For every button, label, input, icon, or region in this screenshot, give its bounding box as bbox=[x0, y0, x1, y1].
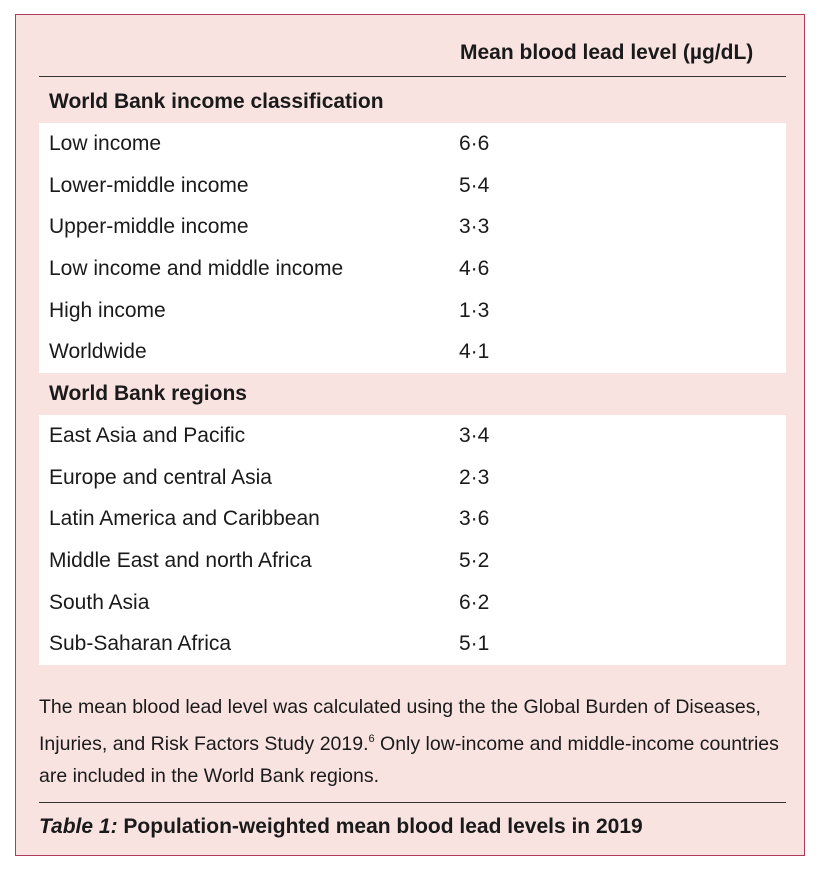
income-rows: Low income 6·6 Lower-middle income 5·4 U… bbox=[39, 123, 786, 374]
row-value: 3·6 bbox=[459, 507, 490, 531]
table-row: East Asia and Pacific 3·4 bbox=[39, 415, 786, 457]
row-value: 5·1 bbox=[459, 632, 490, 656]
row-value: 2·3 bbox=[459, 465, 490, 489]
table-row: Low income 6·6 bbox=[39, 123, 786, 165]
table-footnote: The mean blood lead level was calculated… bbox=[39, 691, 787, 792]
row-label: Europe and central Asia bbox=[49, 465, 272, 489]
row-value: 6·2 bbox=[459, 590, 490, 614]
row-label: Low income bbox=[49, 132, 162, 155]
table-row: Worldwide 4·1 bbox=[39, 331, 786, 373]
header-rule bbox=[39, 76, 786, 77]
table-row: Lower-middle income 5·4 bbox=[39, 165, 786, 207]
row-value: 5·2 bbox=[459, 549, 490, 573]
row-value: 6·6 bbox=[459, 132, 490, 155]
row-value: 4·1 bbox=[459, 340, 490, 364]
table-row: Europe and central Asia 2·3 bbox=[39, 457, 786, 499]
footnote-reference: 6 bbox=[368, 733, 375, 745]
table-row: Low income and middle income 4·6 bbox=[39, 248, 786, 290]
table-row: Upper-middle income 3·3 bbox=[39, 206, 786, 248]
row-label: Low income and middle income bbox=[49, 257, 344, 281]
footnote-text: The mean blood lead level was calculated… bbox=[39, 696, 761, 755]
region-rows: East Asia and Pacific 3·4 Europe and cen… bbox=[39, 415, 786, 666]
table-row: Sub-Saharan Africa 5·1 bbox=[39, 623, 786, 665]
caption-text: Population-weighted mean blood lead leve… bbox=[117, 815, 643, 838]
row-value: 4·6 bbox=[459, 257, 490, 281]
row-label: Sub-Saharan Africa bbox=[49, 632, 232, 656]
row-label: Lower-middle income bbox=[49, 173, 249, 197]
row-label: Worldwide bbox=[49, 340, 147, 364]
row-label: Upper-middle income bbox=[49, 215, 249, 239]
table-row: Latin America and Caribbean 3·6 bbox=[39, 498, 786, 540]
row-value: 1·3 bbox=[459, 298, 490, 322]
table-row: High income 1·3 bbox=[39, 290, 786, 332]
table-caption: Table 1: Population-weighted mean blood … bbox=[39, 815, 643, 839]
table-panel: Mean blood lead level (µg/dL) World Bank… bbox=[15, 14, 805, 856]
row-value: 5·4 bbox=[459, 173, 490, 197]
table-row: Middle East and north Africa 5·2 bbox=[39, 540, 786, 582]
caption-label: Table 1: bbox=[39, 815, 118, 838]
row-label: East Asia and Pacific bbox=[49, 424, 246, 447]
section-title-regions: World Bank regions bbox=[49, 382, 247, 405]
caption-rule bbox=[39, 802, 786, 803]
row-label: South Asia bbox=[49, 590, 150, 614]
row-value: 3·4 bbox=[459, 424, 490, 447]
table-row: South Asia 6·2 bbox=[39, 582, 786, 624]
column-header: Mean blood lead level (µg/dL) bbox=[460, 41, 754, 64]
row-value: 3·3 bbox=[459, 215, 490, 239]
row-label: High income bbox=[49, 298, 166, 322]
footnote-text-continued: Only low-income and middle-income countr… bbox=[39, 733, 779, 787]
row-label: Middle East and north Africa bbox=[49, 549, 312, 573]
section-title-income: World Bank income classification bbox=[49, 90, 384, 113]
row-label: Latin America and Caribbean bbox=[49, 507, 320, 531]
